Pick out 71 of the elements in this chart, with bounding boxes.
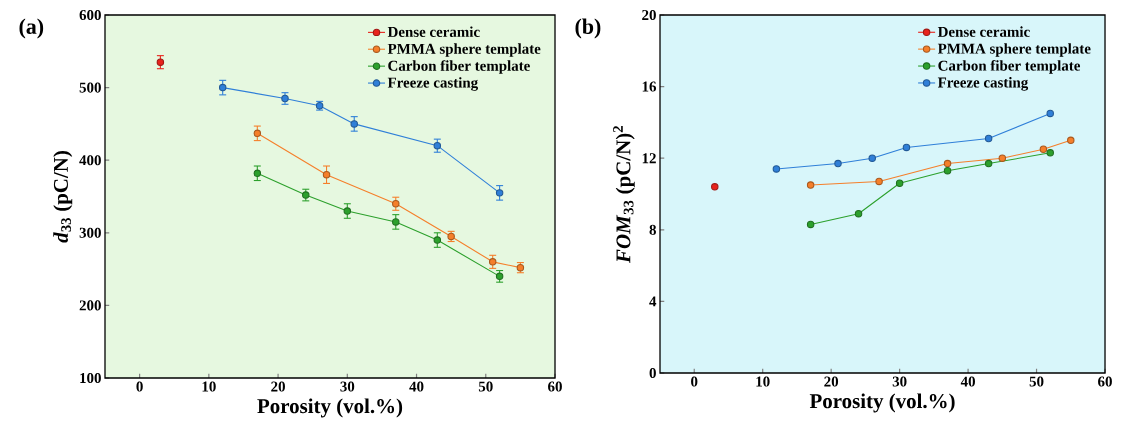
x-tick-label: 60 <box>1098 376 1112 387</box>
point <box>322 170 331 179</box>
point <box>433 141 442 150</box>
point <box>253 169 262 178</box>
point <box>343 207 352 215</box>
point <box>253 129 262 138</box>
x-tick-label: 40 <box>409 381 424 392</box>
x-tick-label: 0 <box>691 376 698 387</box>
point <box>895 179 904 187</box>
text: (a) <box>19 18 44 39</box>
legend-label: Freeze casting <box>387 77 478 91</box>
legend-label: Dense ceramic <box>937 26 1030 37</box>
point <box>875 177 883 186</box>
point <box>806 181 815 189</box>
point <box>998 154 1007 162</box>
x-tick-label: 50 <box>1029 376 1044 387</box>
y-tick-label: 8 <box>649 224 656 235</box>
x-tick-label: 0 <box>136 381 143 392</box>
x-tick-label: 10 <box>202 381 216 392</box>
x-tick-label: 10 <box>756 376 770 387</box>
point <box>350 120 358 128</box>
point <box>433 236 442 244</box>
y-tick-label: 20 <box>642 9 656 21</box>
text: (b) <box>575 18 601 39</box>
point <box>488 258 497 266</box>
y-axis-title: FOM$_{33}$ (pC/N)$^{2}$ <box>613 126 635 264</box>
legend-label: Carbon fiber template <box>938 60 1081 74</box>
y-tick-label: 0 <box>649 367 656 379</box>
y-tick-label: 500 <box>79 82 101 93</box>
y-tick-label: 300 <box>79 227 101 238</box>
point <box>1067 136 1075 145</box>
point <box>984 134 993 143</box>
x-axis-title: Porosity (vol.%) <box>809 393 955 413</box>
point <box>218 83 227 92</box>
y-tick-label: 600 <box>79 9 101 21</box>
point <box>1046 149 1054 157</box>
point <box>984 159 993 168</box>
legend-label: Carbon fiber template <box>388 60 530 74</box>
point <box>392 218 400 226</box>
point <box>495 189 504 197</box>
y-tick-label: 200 <box>79 300 101 311</box>
y-tick-label: 12 <box>642 153 656 164</box>
point <box>834 159 842 168</box>
point <box>156 58 165 66</box>
x-axis-title: Porosity (vol.%) <box>257 398 403 418</box>
x-tick-label: 60 <box>548 381 562 392</box>
x-tick-label: 40 <box>960 376 975 387</box>
point <box>902 143 911 152</box>
point <box>854 209 863 218</box>
point <box>806 220 815 229</box>
y-tick-label: 400 <box>79 155 101 166</box>
point <box>711 183 719 191</box>
x-tick-label: 30 <box>892 376 907 387</box>
point <box>772 165 781 173</box>
point <box>943 166 952 175</box>
legend-label: Freeze casting <box>937 77 1029 91</box>
y-tick-label: 16 <box>642 81 657 92</box>
x-tick-label: 20 <box>271 381 285 392</box>
point <box>1039 145 1048 153</box>
x-tick-label: 30 <box>340 381 355 392</box>
legend-label: PMMA sphere template <box>937 43 1091 57</box>
point <box>943 159 952 168</box>
legend-label: PMMA sphere template <box>387 43 541 57</box>
y-axis-title: d$_{33}$ (pC/N) <box>53 151 73 243</box>
y-tick-label: 4 <box>649 296 657 307</box>
x-tick-label: 20 <box>824 376 839 387</box>
point <box>868 154 876 162</box>
point <box>1046 109 1054 118</box>
legend-label: Dense ceramic <box>387 26 480 37</box>
y-tick-label: 100 <box>80 372 101 384</box>
x-tick-label: 50 <box>478 381 493 392</box>
